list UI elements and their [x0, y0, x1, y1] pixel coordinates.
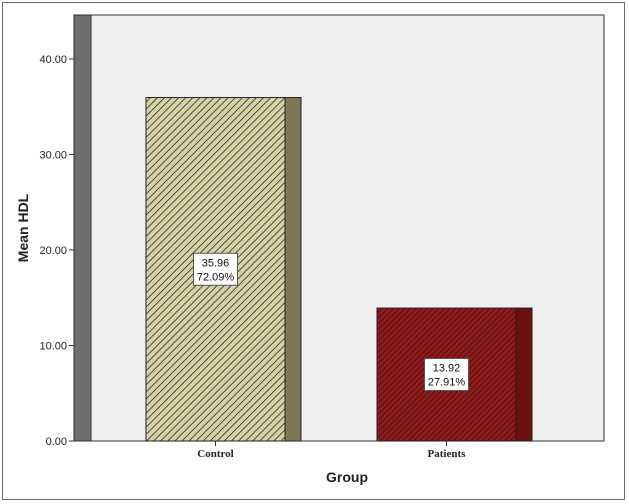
y-tick-label: 40.00	[39, 54, 67, 66]
bar-side-patients	[515, 307, 533, 442]
y-tick-label: 20.00	[39, 245, 67, 257]
data-label-value: 35.96	[202, 257, 230, 269]
plot-side-wall	[73, 14, 92, 442]
data-label-value: 13.92	[433, 363, 461, 375]
bars: 35.96 72.09% 13.92 27.91%	[145, 97, 533, 442]
y-axis-title: Mean HDL	[15, 193, 31, 262]
y-tick-label: 30.00	[39, 149, 67, 161]
data-label-patients: 13.92 27.91%	[424, 358, 469, 392]
data-label-percent: 72.09%	[197, 271, 235, 283]
y-tick-label: 0.00	[46, 436, 67, 448]
x-tick-label: Control	[197, 448, 233, 460]
data-label-box	[424, 358, 469, 392]
x-tick-label: Patients	[428, 448, 467, 460]
bar-side-control	[284, 97, 302, 442]
y-axis: 0.00 10.00 20.00 30.00 40.00	[39, 54, 74, 448]
data-label-control: 35.96 72.09%	[193, 252, 238, 286]
x-axis: Control Patients	[197, 441, 466, 460]
data-label-percent: 27.91%	[428, 377, 466, 389]
x-axis-title: Group	[326, 469, 368, 485]
y-tick-label: 10.00	[39, 340, 67, 352]
data-label-box	[193, 252, 238, 286]
